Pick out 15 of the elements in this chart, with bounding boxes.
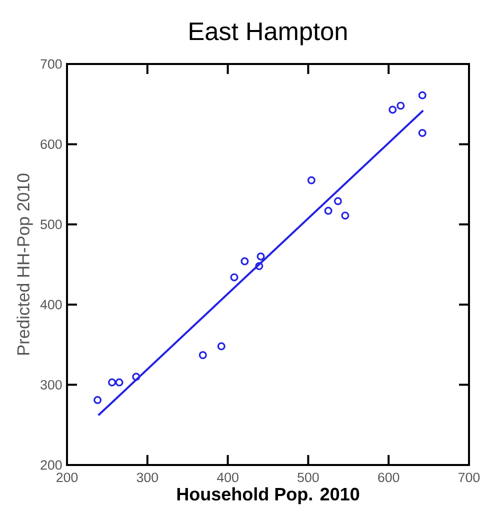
y-tick-label: 200 <box>40 460 62 470</box>
y-tick-label: 300 <box>40 380 62 390</box>
x-tick-label: 200 <box>56 472 78 482</box>
chart-title: East Hampton <box>190 22 347 46</box>
y-tick-label: 600 <box>40 139 62 149</box>
y-tick-label: 700 <box>40 59 62 69</box>
x-tick-label: 700 <box>458 472 480 482</box>
x-tick-label: 600 <box>378 472 400 482</box>
x-tick-label: 400 <box>217 472 239 482</box>
y-tick-label: 500 <box>40 220 62 230</box>
x-tick-label: 500 <box>298 472 320 482</box>
x-axis-title: Household Pop. 2010 <box>178 487 360 504</box>
y-axis-title: Predicted HH-Pop 2010 <box>16 174 34 355</box>
y-tick-label: 400 <box>40 300 62 310</box>
x-tick-label: 300 <box>136 472 158 482</box>
